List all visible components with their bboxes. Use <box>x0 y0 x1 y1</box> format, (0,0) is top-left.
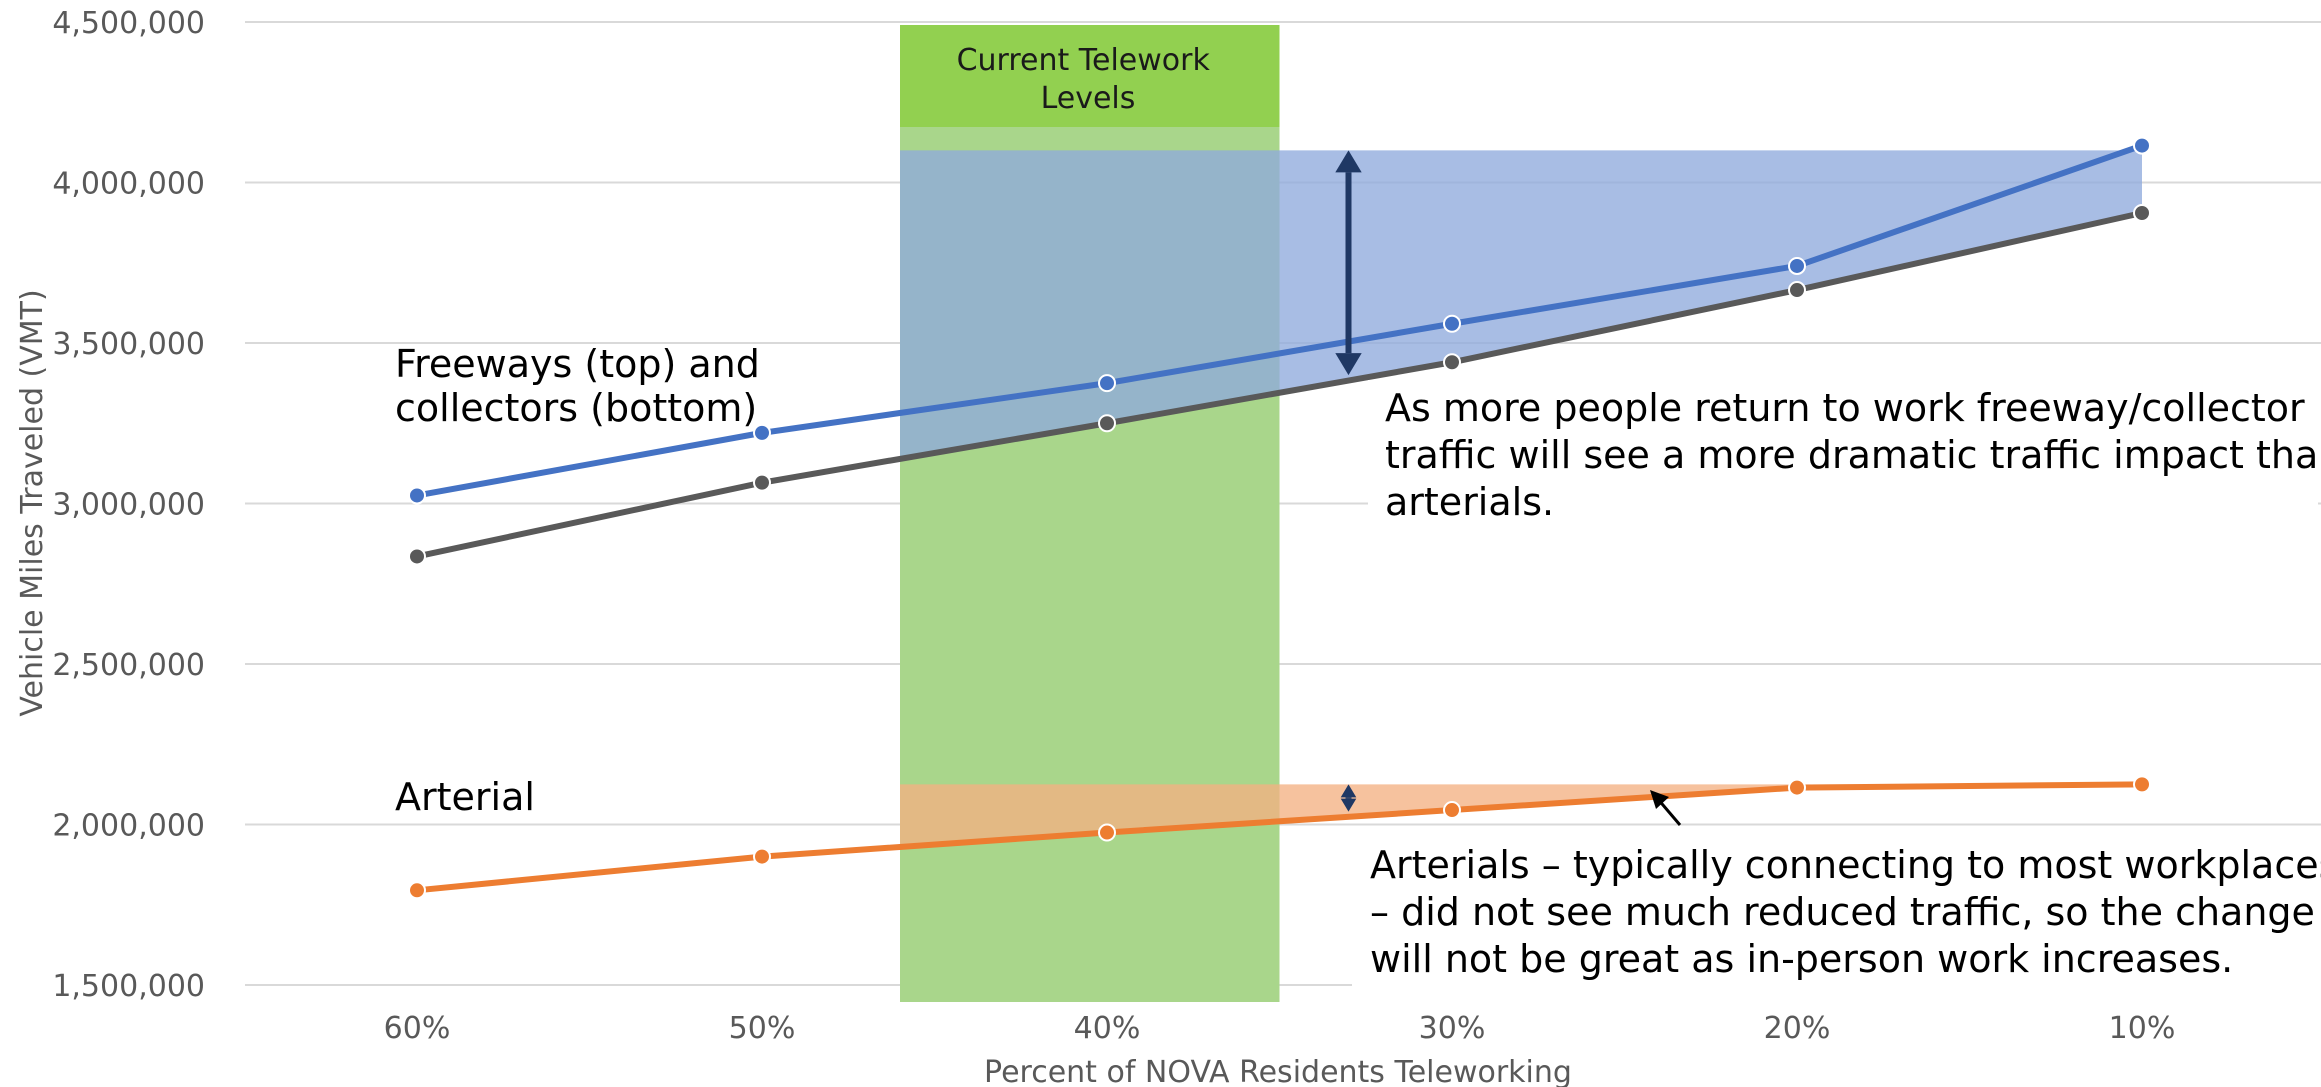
freeway-line <box>416 142 2143 499</box>
arterial-note: Arterials – typically connecting to most… <box>1370 843 2321 981</box>
freeway-label-line2: collectors (bottom) <box>395 386 757 430</box>
freeway-label: Freeways (top) and collectors (bottom) <box>395 342 772 430</box>
arterial-note-line2: – did not see much reduced traffic, so t… <box>1370 890 2315 934</box>
arterial-note-backdrop <box>1352 830 2321 990</box>
band-title-line1: Current Telework <box>957 43 1211 78</box>
x-tick-label: 50% <box>729 1011 796 1046</box>
y-tick-label: 2,000,000 <box>52 809 205 844</box>
arterial-point <box>1443 801 1461 820</box>
gap-regions <box>900 150 2142 847</box>
freeway-change-arrow-head-bottom <box>1335 353 1362 376</box>
collector-line <box>416 210 2143 560</box>
x-tick-label: 30% <box>1419 1011 1486 1046</box>
x-tick-label: 10% <box>2109 1011 2176 1046</box>
arterial-point <box>408 881 426 900</box>
y-tick-label: 4,500,000 <box>52 6 205 41</box>
freeway-point <box>1098 374 1116 393</box>
arterial-note-line3: will not be great as in-person work incr… <box>1370 937 2233 981</box>
x-tick-label: 60% <box>384 1011 451 1046</box>
x-tick-label: 20% <box>1764 1011 1831 1046</box>
arterial-point <box>1098 823 1116 842</box>
y-tick-label: 4,000,000 <box>52 167 205 202</box>
return-note-backdrop <box>1368 380 2318 530</box>
y-axis-title: Vehicle Miles Traveled (VMT) <box>15 289 50 716</box>
arterial-note-pointer <box>1650 790 1682 826</box>
freeway-point <box>408 486 426 505</box>
collector-point <box>1098 414 1116 433</box>
freeway-label-line1: Freeways (top) and <box>395 342 760 386</box>
x-tick-label: 40% <box>1074 1011 1141 1046</box>
y-tick-label: 1,500,000 <box>52 969 205 1004</box>
collector-point <box>2133 203 2151 222</box>
freeway-point <box>1443 314 1461 333</box>
x-axis-title: Percent of NOVA Residents Teleworking <box>984 1055 1572 1087</box>
arterial-change-arrow-head-bottom <box>1340 798 1357 812</box>
return-note-line2: traffic will see a more dramatic traffic… <box>1385 433 2321 477</box>
freeway-change-arrow-head-top <box>1335 150 1362 173</box>
arterial-point <box>1788 778 1806 797</box>
series-lines <box>408 136 2151 900</box>
arterial-point <box>753 847 771 866</box>
arterial-change-arrow-head-top <box>1340 784 1357 798</box>
arterial-gap-region <box>900 784 2142 847</box>
collector-point <box>753 473 771 492</box>
y-tick-label: 3,500,000 <box>52 327 205 362</box>
arterial-line <box>416 781 2143 894</box>
freeway-point <box>1788 256 1806 275</box>
arterial-point <box>2133 775 2151 794</box>
telework-band-header <box>900 25 1280 127</box>
collector-point <box>408 547 426 566</box>
collector-point <box>1788 281 1806 300</box>
y-tick-label: 2,500,000 <box>52 648 205 683</box>
band-title-line2: Levels <box>1041 81 1136 116</box>
freeway-point <box>2133 136 2151 155</box>
freeway-point <box>753 423 771 442</box>
freeway-gap-region <box>900 150 2142 459</box>
return-note: As more people return to work freeway/co… <box>1385 386 2321 524</box>
change-arrows <box>1335 150 1362 812</box>
return-note-line3: arterials. <box>1385 480 1554 524</box>
axes: 1,500,000 2,000,000 2,500,000 3,000,000 3,50… <box>52 6 2175 1046</box>
return-note-line1: As more people return to work freeway/co… <box>1385 386 2305 430</box>
arterial-label: Arterial <box>395 775 535 819</box>
arterial-note-line1: Arterials – typically connecting to most… <box>1370 843 2321 887</box>
collector-point <box>1443 353 1461 372</box>
y-tick-label: 3,000,000 <box>52 488 205 523</box>
band-title: Current Telework Levels <box>957 43 1220 116</box>
